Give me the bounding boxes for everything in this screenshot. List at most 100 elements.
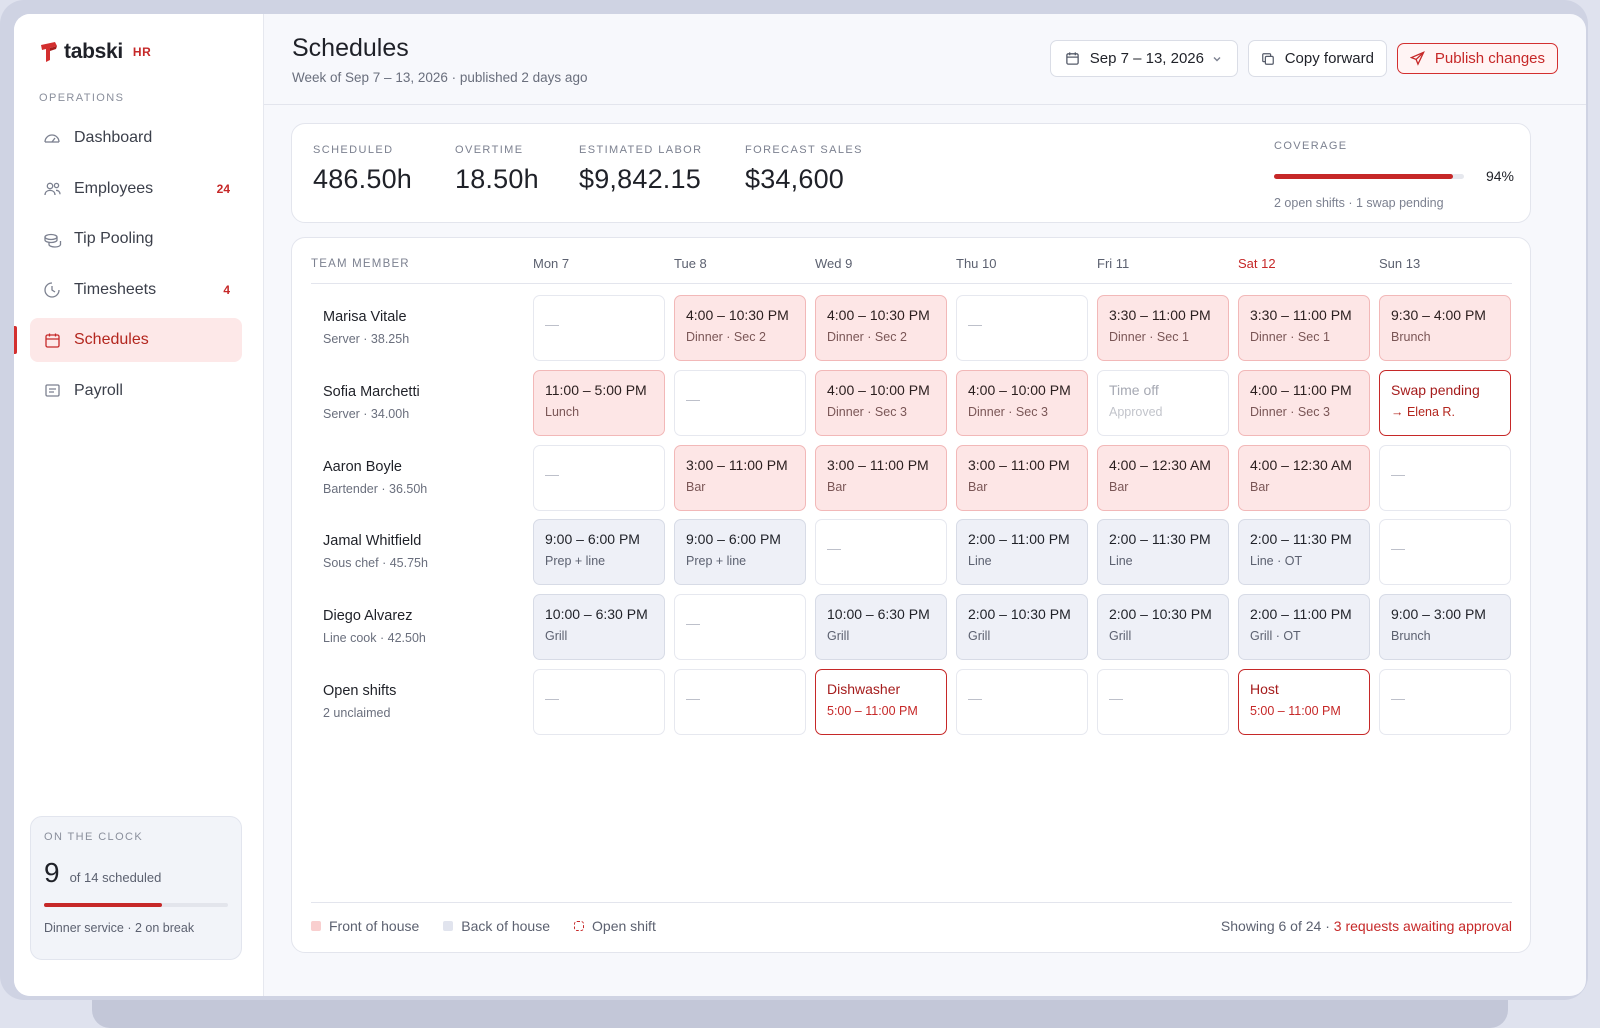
legend-label: Back of house	[461, 918, 551, 934]
users-icon	[42, 179, 62, 199]
shift-secondary-text: Prep + line	[686, 554, 747, 569]
pending-requests-link[interactable]: 3 requests awaiting approval	[1333, 918, 1512, 934]
team-member-role-hours: Server · 38.25h	[323, 332, 410, 346]
shift-cell-empty[interactable]: —	[533, 669, 665, 735]
team-member[interactable]: Sofia Marchetti Server · 34.00h	[323, 384, 420, 421]
shift-secondary-text: 5:00 – 11:00 PM	[827, 704, 918, 718]
shift-cell-foh[interactable]: 3:30 – 11:00 PM Dinner · Sec 1	[1238, 295, 1370, 361]
stat-labor-label: ESTIMATED LABOR	[579, 144, 703, 156]
team-member[interactable]: Diego Alvarez Line cook · 42.50h	[323, 608, 426, 645]
shift-cell-open[interactable]: Dishwasher 5:00 – 11:00 PM	[815, 669, 947, 735]
shift-cell-boh[interactable]: 9:00 – 6:00 PM Prep + line	[674, 519, 806, 586]
legend-swatch-foh	[311, 921, 321, 931]
shift-cell-boh[interactable]: 2:00 – 11:30 PM Line	[1097, 519, 1229, 586]
team-member-name: Sofia Marchetti	[323, 383, 420, 400]
shift-cell-boh[interactable]: 2:00 – 11:00 PM Grill · OT	[1238, 594, 1370, 661]
shift-primary-text: Dishwasher	[827, 681, 901, 697]
legend-swatch-open	[574, 921, 585, 931]
stats-card: SCHEDULED 486.50h OVERTIME 18.50h ESTIMA…	[291, 123, 1531, 223]
sidebar-item-schedules[interactable]: Schedules	[14, 318, 242, 363]
shift-cell-empty[interactable]: —	[674, 369, 806, 436]
schedule-row: Open shifts 2 unclaimed — — Dishwasher 5:00 –…	[311, 669, 1512, 735]
sidebar-item-employees[interactable]: Employees 24	[30, 167, 242, 211]
team-member[interactable]: Aaron Boyle Bartender · 36.50h	[323, 459, 427, 496]
shift-cell-foh[interactable]: 3:00 – 11:00 PM Bar	[956, 444, 1088, 511]
copy-forward-button[interactable]: Copy forward	[1247, 40, 1387, 77]
shift-primary-text: 2:00 – 10:30 PM	[968, 606, 1071, 623]
shift-secondary-text: 5:00 – 11:00 PM	[1250, 704, 1341, 718]
shift-secondary-text: Dinner · Sec 3	[827, 404, 907, 419]
team-member[interactable]: Marisa Vitale Server · 38.25h	[323, 309, 409, 346]
shift-cell-foh[interactable]: 4:00 – 10:30 PM Dinner · Sec 2	[674, 295, 806, 361]
stat-sales: FORECAST SALES $34,600	[745, 144, 863, 195]
sidebar-item-timesheets[interactable]: Timesheets 4	[30, 268, 242, 312]
shift-cell-boh[interactable]: 9:00 – 3:00 PM Brunch	[1379, 594, 1511, 661]
shift-secondary-text: Prep + line	[545, 554, 606, 569]
coverage-widget: COVERAGE 94% 2 open shifts · 1 swap pend…	[1274, 140, 1514, 210]
shift-cell-boh[interactable]: 2:00 – 10:30 PM Grill	[1097, 594, 1229, 661]
shift-cell-foh[interactable]: 4:00 – 12:30 AM Bar	[1097, 444, 1229, 511]
shift-primary-text: —	[1391, 690, 1405, 706]
shift-cell-empty[interactable]: —	[1379, 444, 1511, 511]
brand-tag: HR	[132, 45, 152, 59]
sidebar-item-dashboard[interactable]: Dashboard	[30, 116, 242, 160]
team-member-name: Marisa Vitale	[323, 309, 407, 325]
team-member[interactable]: Open shifts 2 unclaimed	[323, 683, 396, 720]
shift-cell-open[interactable]: Host 5:00 – 11:00 PM	[1238, 669, 1370, 735]
publish-changes-button[interactable]: Publish changes	[1396, 43, 1558, 74]
sidebar-item-label: Schedules	[74, 331, 149, 349]
shift-cell-foh[interactable]: 11:00 – 5:00 PM Lunch	[533, 369, 665, 436]
shift-cell-swap[interactable]: Swap pending → Elena R.	[1379, 369, 1511, 436]
shift-cell-boh[interactable]: 2:00 – 10:30 PM Grill	[956, 594, 1088, 661]
shift-cell-empty[interactable]: —	[533, 295, 665, 361]
shift-cell-boh[interactable]: 10:00 – 6:30 PM Grill	[815, 594, 947, 661]
shift-cell-boh[interactable]: 2:00 – 11:30 PM Line · OT	[1238, 519, 1370, 586]
shift-primary-text: 2:00 – 11:00 PM	[1250, 606, 1352, 623]
shift-cell-off[interactable]: Time off Approved	[1097, 369, 1229, 436]
shift-primary-text: —	[968, 690, 982, 706]
clock-note: Dinner service · 2 on break	[44, 921, 195, 935]
shift-primary-text: 3:30 – 11:00 PM	[1250, 307, 1352, 323]
shift-primary-text: 3:30 – 11:00 PM	[1109, 307, 1211, 323]
shift-cell-empty[interactable]: —	[956, 669, 1088, 735]
shift-cell-empty[interactable]: —	[956, 295, 1088, 361]
shift-cell-foh[interactable]: 4:00 – 10:00 PM Dinner · Sec 3	[815, 369, 947, 436]
shift-secondary-text: Grill · OT	[1250, 629, 1301, 644]
shift-secondary-text: Dinner · Sec 3	[1250, 404, 1330, 419]
shift-cell-empty[interactable]: —	[533, 444, 665, 511]
shift-cell-foh[interactable]: 4:00 – 10:30 PM Dinner · Sec 2	[815, 295, 947, 361]
clock-progress-track	[44, 903, 228, 907]
shift-cell-foh[interactable]: 4:00 – 10:00 PM Dinner · Sec 3	[956, 369, 1088, 436]
shift-cell-foh[interactable]: 3:00 – 11:00 PM Bar	[674, 444, 806, 511]
team-member[interactable]: Jamal Whitfield Sous chef · 45.75h	[323, 533, 428, 570]
shift-cell-boh[interactable]: 10:00 – 6:30 PM Grill	[533, 594, 665, 661]
shift-cell-boh[interactable]: 2:00 – 11:00 PM Line	[956, 519, 1088, 586]
shift-cell-foh[interactable]: 3:00 – 11:00 PM Bar	[815, 444, 947, 511]
sidebar-item-payroll[interactable]: Payroll	[30, 369, 242, 413]
shift-primary-text: —	[1391, 540, 1405, 557]
brand[interactable]: tabski HR	[38, 40, 151, 64]
date-range-picker[interactable]: Sep 7 – 13, 2026	[1049, 40, 1238, 77]
shift-cell-foh[interactable]: 4:00 – 12:30 AM Bar	[1238, 444, 1370, 511]
sidebar-item-label: Employees	[74, 179, 154, 197]
sidebar-nav: Dashboard Employees 24 Tip Pooling Timesheet…	[14, 116, 242, 420]
shift-cell-empty[interactable]: —	[1379, 669, 1511, 735]
team-member-name: Diego Alvarez	[323, 608, 413, 625]
shift-cell-empty[interactable]: —	[815, 519, 947, 586]
shift-cell-empty[interactable]: —	[674, 594, 806, 661]
sidebar-item-tip-pooling[interactable]: Tip Pooling	[30, 217, 242, 261]
shift-cell-foh[interactable]: 4:00 – 11:00 PM Dinner · Sec 3	[1238, 369, 1370, 436]
shift-cell-empty[interactable]: —	[674, 669, 806, 735]
shift-cell-foh[interactable]: 3:30 – 11:00 PM Dinner · Sec 1	[1097, 295, 1229, 361]
shift-primary-text: 11:00 – 5:00 PM	[545, 381, 647, 398]
team-member-role-hours: Server · 34.00h	[323, 406, 410, 421]
shift-cell-foh[interactable]: 9:30 – 4:00 PM Brunch	[1379, 295, 1511, 361]
copy-icon	[1261, 52, 1275, 66]
shift-cell-boh[interactable]: 9:00 – 6:00 PM Prep + line	[533, 519, 665, 586]
main-content: Schedules Week of Sep 7 – 13, 2026 · pub…	[264, 14, 1586, 996]
shift-cell-empty[interactable]: —	[1097, 669, 1229, 735]
shift-primary-text: Swap pending	[1391, 381, 1480, 398]
shift-cell-empty[interactable]: —	[1379, 519, 1511, 586]
shift-primary-text: 4:00 – 12:30 AM	[1250, 456, 1352, 473]
shift-primary-text: —	[545, 690, 559, 706]
